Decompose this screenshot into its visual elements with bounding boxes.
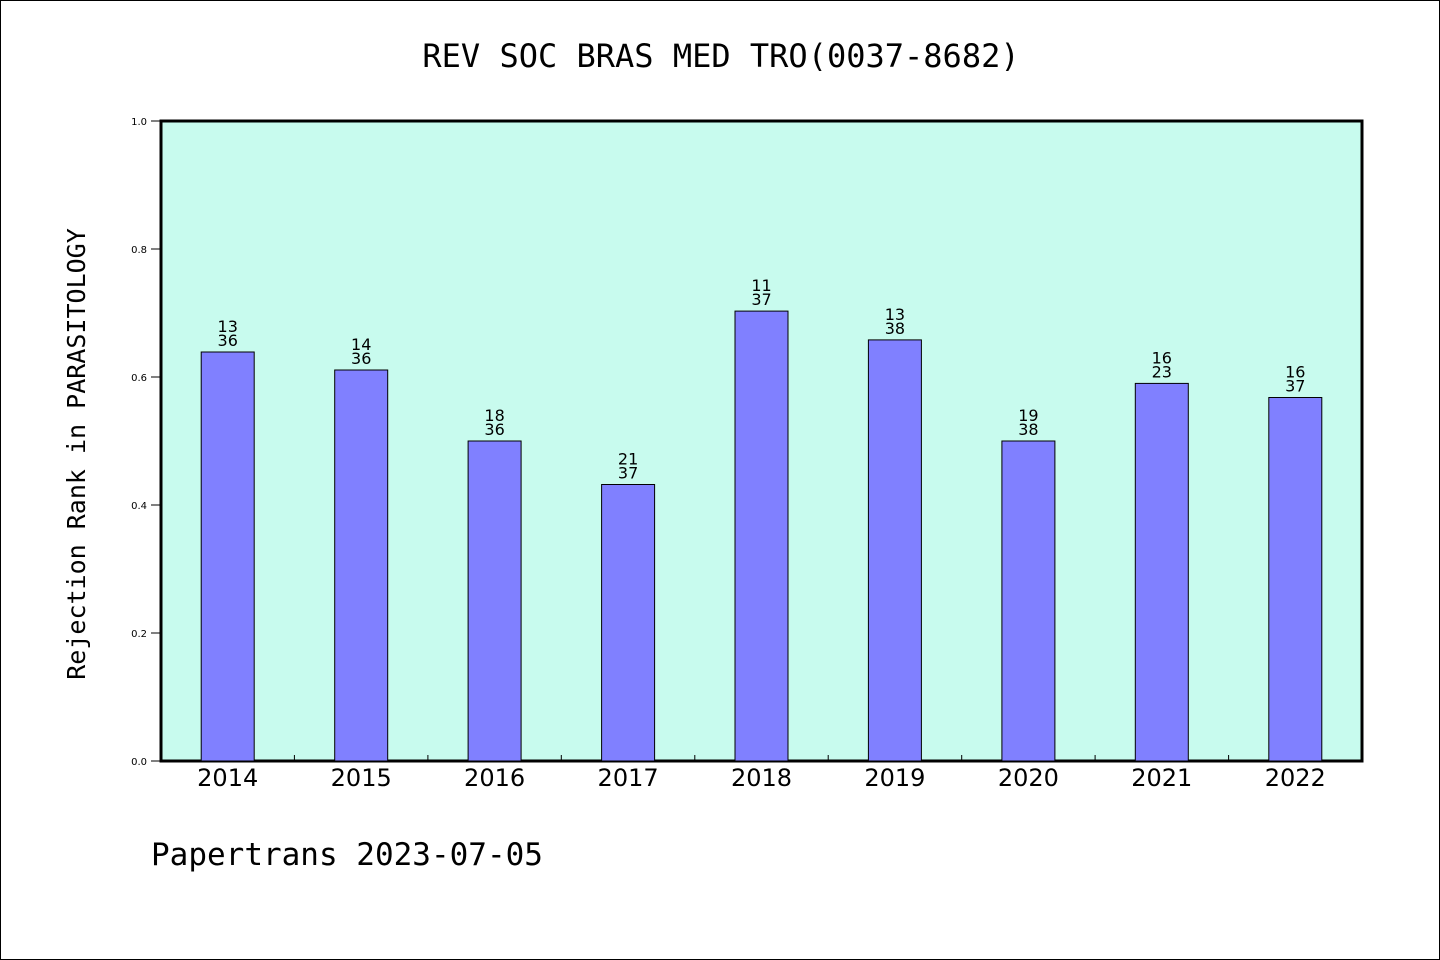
data-label-rank-2019: 13 [885, 305, 905, 324]
y-tick-label-0.8: 0.8 [131, 245, 147, 256]
bar-2016 [467, 440, 522, 762]
bar-2017 [601, 484, 656, 762]
bar-2022 [1268, 397, 1323, 762]
ticks-layer: 2014 2015 2016 2017 2018 2019 2020 2021 2022 0.0 0… [131, 117, 1326, 792]
x-tick-label-2017: 2017 [598, 764, 659, 792]
x-tick-label-2019: 2019 [864, 764, 925, 792]
y-axis-label: Rejection Rank in PARASITOLOGY [62, 228, 91, 680]
y-tick-label-0.4: 0.4 [131, 501, 147, 512]
data-label-total-2019: 38 [885, 319, 905, 338]
x-tick-label-2018: 2018 [731, 764, 792, 792]
data-label-total-2017: 37 [618, 464, 638, 483]
data-label-rank-2022: 16 [1285, 363, 1305, 382]
data-label-rank-2016: 18 [484, 406, 504, 425]
chart-title: REV SOC BRAS MED TRO(0037-8682) [422, 37, 1019, 75]
data-label-rank-2021: 16 [1152, 348, 1172, 367]
data-label-rank-2018: 11 [751, 276, 771, 295]
data-label-total-2022: 37 [1285, 377, 1305, 396]
y-tick-label-0.6: 0.6 [131, 373, 147, 384]
data-label-total-2014: 36 [218, 331, 238, 350]
bar-2020 [1001, 440, 1056, 762]
bar-2021 [1134, 382, 1189, 762]
x-tick-label-2020: 2020 [998, 764, 1059, 792]
data-label-total-2021: 23 [1152, 362, 1172, 381]
y-tick-label-0.2: 0.2 [131, 629, 147, 640]
data-label-rank-2020: 19 [1018, 406, 1038, 425]
x-tick-label-2021: 2021 [1131, 764, 1192, 792]
y-tick-label-1.0: 1.0 [131, 117, 147, 128]
x-tick-label-2014: 2014 [197, 764, 258, 792]
x-tick-label-2015: 2015 [331, 764, 392, 792]
data-label-total-2018: 37 [751, 290, 771, 309]
footer-note: Papertrans 2023-07-05 [151, 837, 543, 873]
bar-2018 [734, 310, 789, 762]
data-label-total-2015: 36 [351, 349, 371, 368]
y-tick-label-0.0: 0.0 [131, 757, 147, 768]
bar-2019 [867, 339, 922, 762]
data-label-rank-2015: 14 [351, 335, 371, 354]
x-tick-label-2022: 2022 [1265, 764, 1326, 792]
data-label-rank-2014: 13 [218, 317, 238, 336]
bar-2014 [200, 351, 255, 762]
data-label-rank-2017: 21 [618, 450, 638, 469]
data-label-total-2016: 36 [484, 420, 504, 439]
bar-2015 [334, 369, 389, 762]
x-tick-label-2016: 2016 [464, 764, 525, 792]
data-label-total-2020: 38 [1018, 420, 1038, 439]
